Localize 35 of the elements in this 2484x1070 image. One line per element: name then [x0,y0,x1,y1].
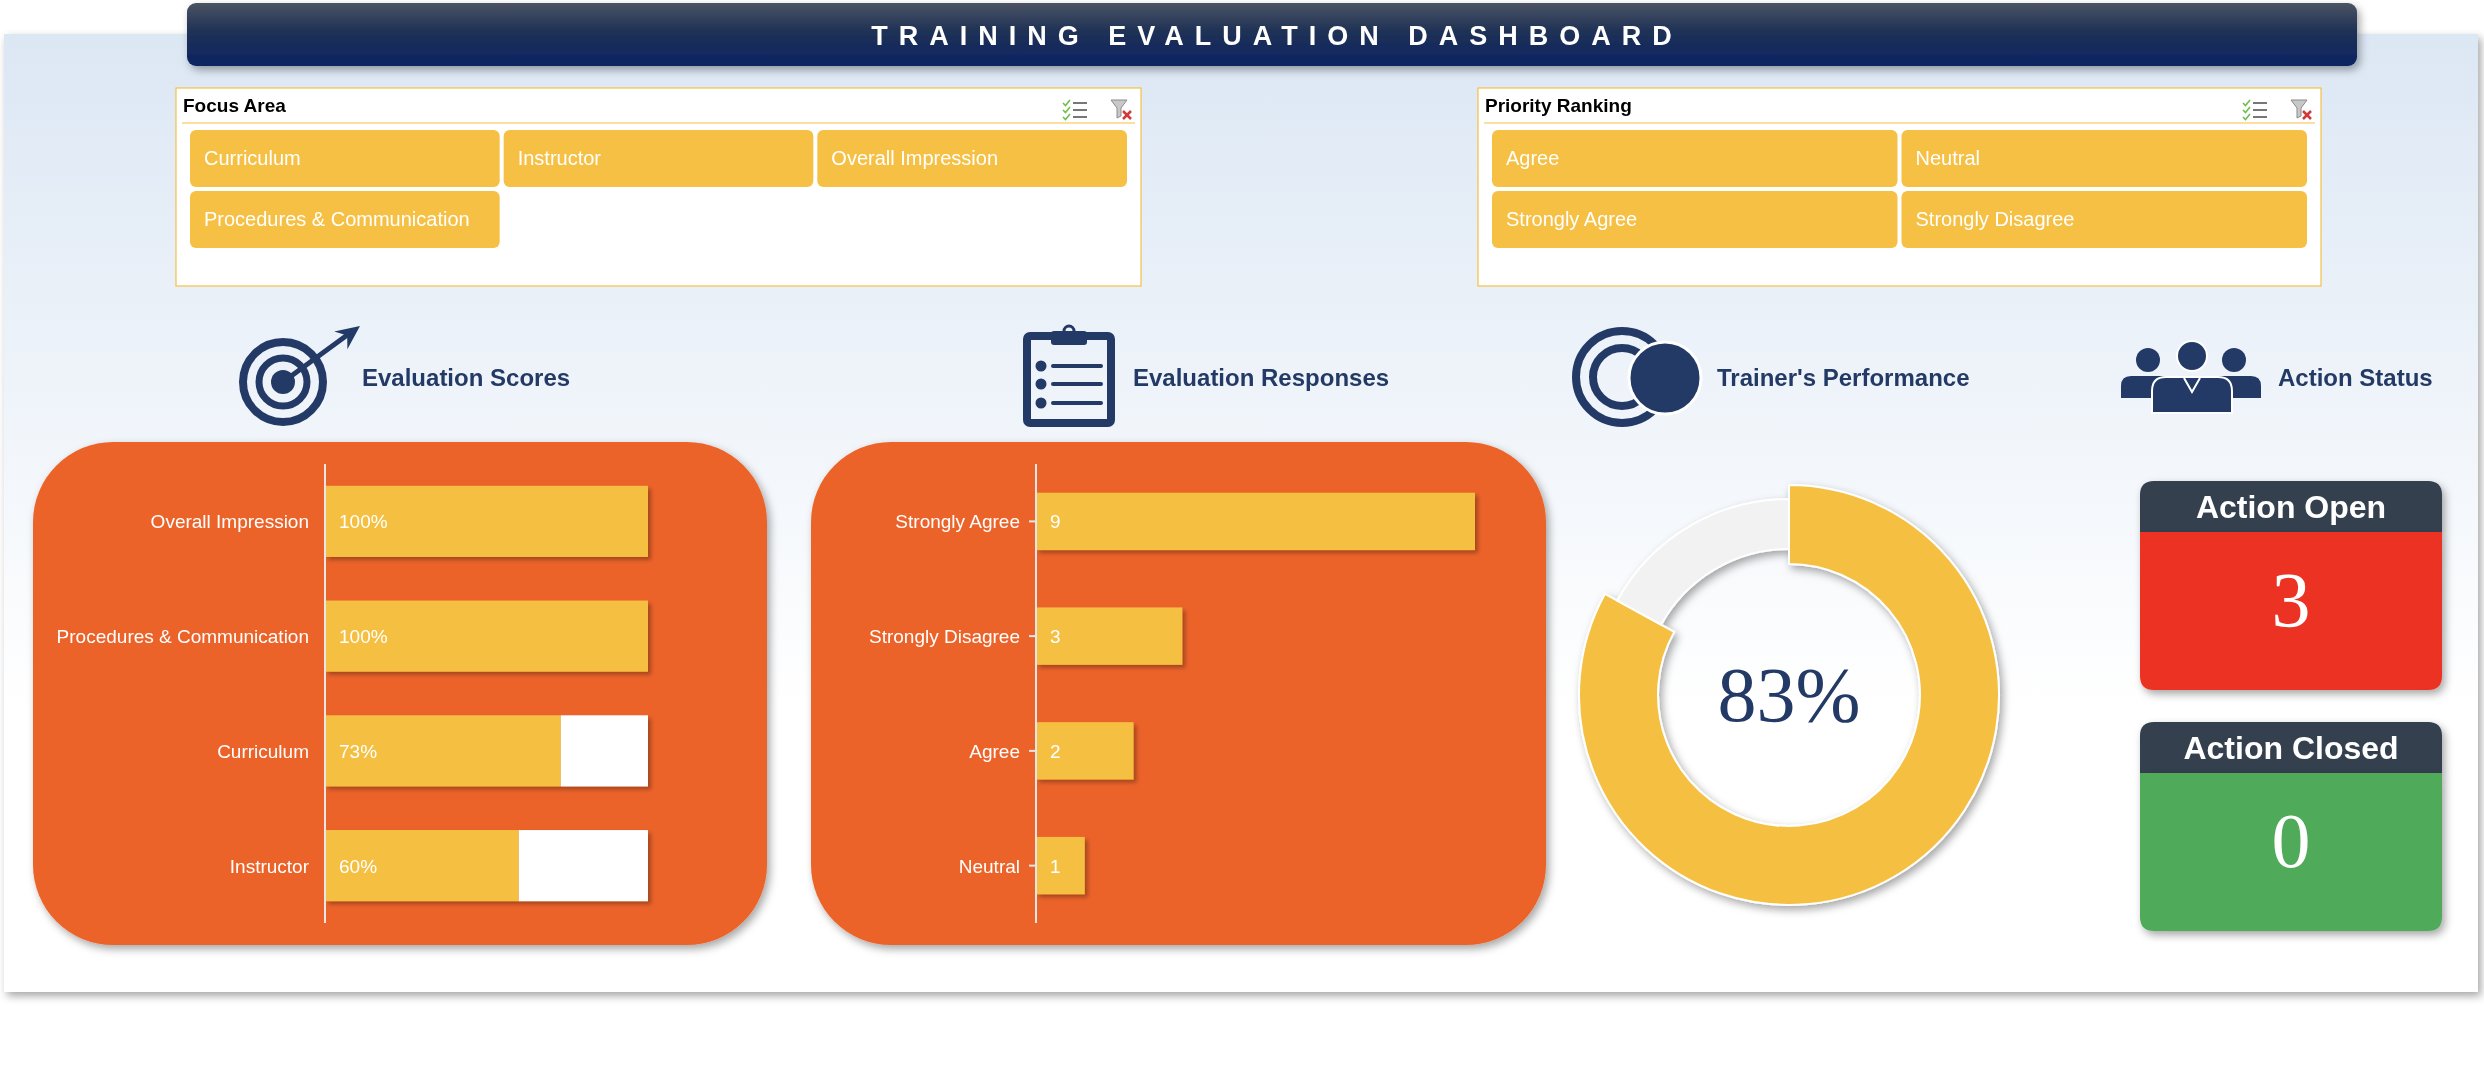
category-label: Action Closed [2183,730,2399,766]
data-label: 83% [1717,651,1861,738]
data-label: 3 [1050,626,1061,648]
category-label: Agree [1506,147,1560,169]
data-label: 0 [2271,797,2311,884]
data-label: 100% [339,511,388,533]
data-label: 3 [2271,556,2311,643]
category-label: Procedures & Communication [204,208,470,230]
text: Action Status [2278,364,2433,391]
text: Focus Area [183,95,287,116]
category-label: Instructor [517,147,602,169]
data-label: 60% [339,855,378,877]
y-tick-label: Neutral [958,855,1020,877]
category-label: Neutral [1915,147,1980,169]
category-label: Overall Impression [831,147,999,169]
chart-title: Evaluation Responses [1133,364,1390,391]
y-tick-label: Strongly Disagree [868,626,1020,648]
y-tick-label: Agree [969,740,1020,762]
y-tick-label: Procedures & Communication [56,626,309,648]
text: TRAINING EVALUATION DASHBOARD [871,20,1683,51]
y-tick-label: Curriculum [217,740,309,762]
y-tick-label: Instructor [229,855,310,877]
y-tick-label: Strongly Agree [895,511,1020,533]
category-label: Strongly Disagree [1915,208,2075,230]
data-label: 1 [1050,855,1061,877]
text: Priority Ranking [1485,95,1632,116]
data-label: 73% [339,740,378,762]
chart-title: Trainer's Performance [1717,364,1970,391]
data-label: 2 [1050,740,1061,762]
category-label: Action Open [2195,489,2387,525]
chart-title: Evaluation Scores [362,364,571,391]
y-tick-label: Overall Impression [150,511,309,533]
data-label: 100% [339,626,388,648]
data-label: 9 [1050,511,1061,533]
category-label: Strongly Agree [1506,208,1638,230]
